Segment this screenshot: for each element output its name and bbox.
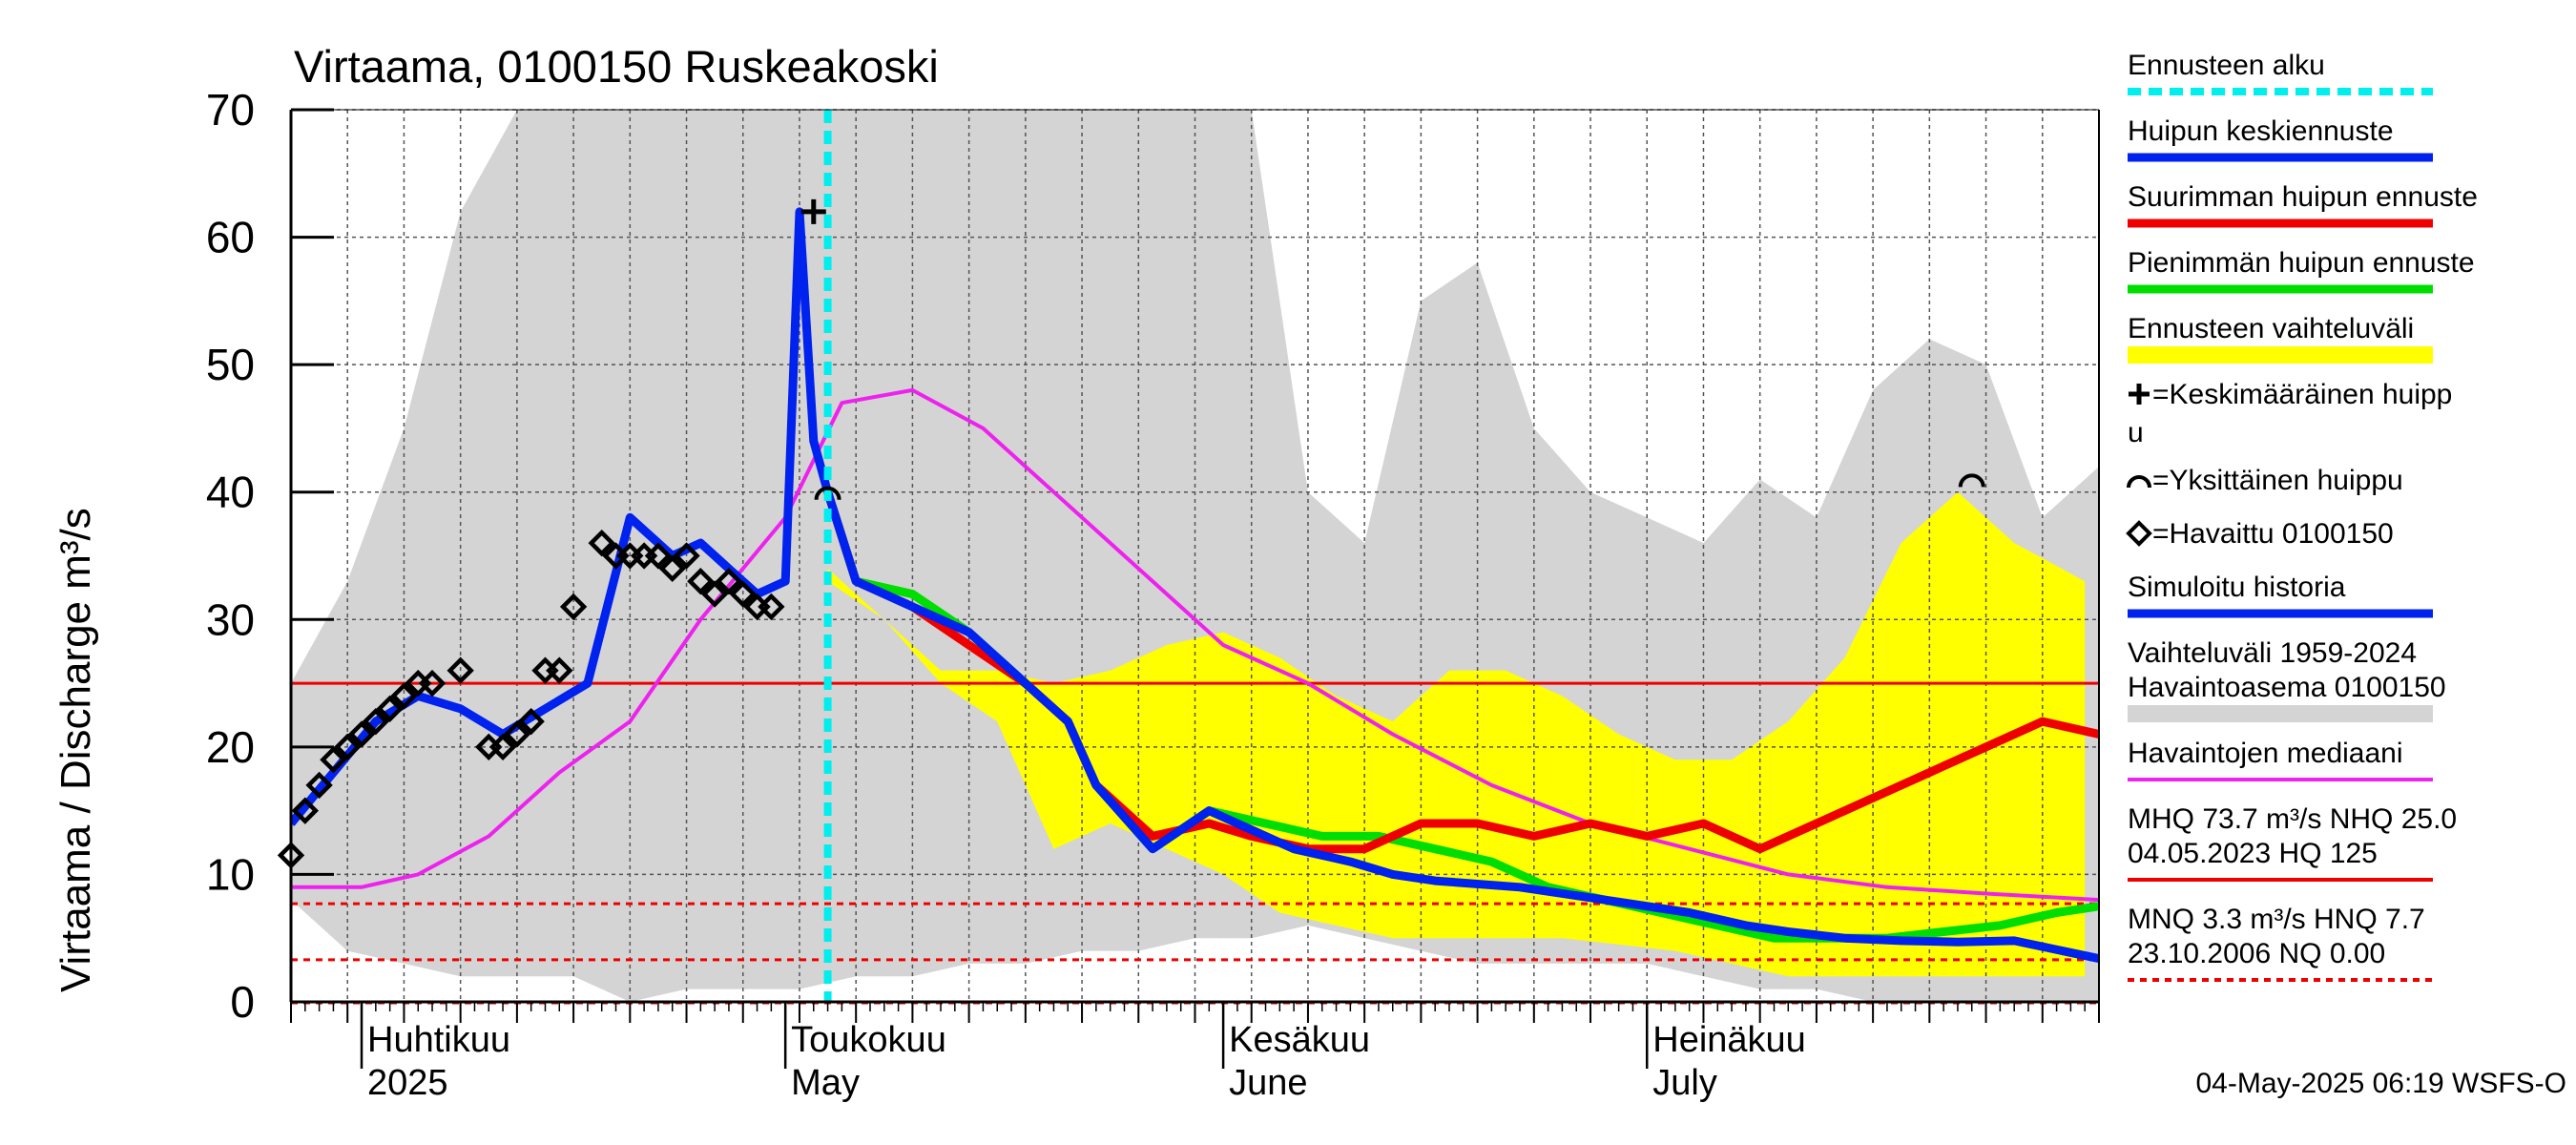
legend-label: MNQ 3.3 m³/s HNQ 7.7 <box>2128 904 2425 935</box>
legend: Ennusteen alku Huipun keskiennuste Suurimm… <box>2126 50 2478 982</box>
month-label-en: June <box>1229 1063 1307 1103</box>
observed-point <box>700 580 729 608</box>
observed-point <box>559 593 588 621</box>
legend-label: MHQ 73.7 m³/s NHQ 25.0 <box>2128 803 2457 835</box>
legend-label: =Havaittu 0100150 <box>2152 518 2394 550</box>
observed-point <box>517 707 545 736</box>
observed-point <box>503 720 531 748</box>
month-label-en: May <box>791 1063 860 1103</box>
observed-point <box>546 656 573 684</box>
legend-arc-icon <box>2127 475 2151 489</box>
month-label-en: 2025 <box>367 1063 448 1103</box>
legend-plus-icon <box>2129 384 2150 405</box>
observed-point <box>644 542 673 570</box>
observed-point <box>376 695 404 722</box>
y-tick-label: 70 <box>206 85 255 135</box>
observed-point <box>687 568 715 595</box>
legend-label-line2: Havaintoasema 0100150 <box>2128 672 2446 703</box>
legend-label: Huipun keskiennuste <box>2128 115 2394 147</box>
observed-point <box>305 771 333 800</box>
legend-label: Ennusteen vaihteluväli <box>2128 313 2414 344</box>
mean-peak-marker <box>800 198 826 224</box>
observed-point <box>588 529 615 557</box>
single-peak-marker <box>1958 473 1985 488</box>
chart-title: Virtaama, 0100150 Ruskeakoski <box>294 41 939 92</box>
y-tick-label: 30 <box>206 594 255 644</box>
observed-point <box>334 733 362 761</box>
legend-label: Pienimmän huipun ennuste <box>2128 247 2475 279</box>
month-label-fi: Heinäkuu <box>1652 1020 1806 1060</box>
month-label-fi: Huhtikuu <box>367 1020 510 1060</box>
y-tick-label: 40 <box>206 468 255 517</box>
observed-point <box>362 707 390 736</box>
legend-diamond-icon <box>2126 520 2152 547</box>
month-label-fi: Kesäkuu <box>1229 1020 1370 1060</box>
forecast-range-band <box>827 491 2086 977</box>
legend-label: Havaintojen mediaani <box>2128 738 2403 769</box>
y-tick-label: 10 <box>206 849 255 899</box>
month-label-fi: Toukokuu <box>791 1020 946 1060</box>
timestamp-footer: 04-May-2025 06:19 WSFS-O <box>2196 1068 2567 1099</box>
legend-label: Ennusteen alku <box>2128 50 2325 81</box>
legend-band-swatch <box>2128 346 2433 364</box>
observed-point <box>758 593 785 621</box>
legend-label: Suurimman huipun ennuste <box>2128 181 2478 213</box>
single-peak-marker <box>814 486 841 500</box>
observed-point <box>291 797 319 824</box>
legend-label: Vaihteluväli 1959-2024 <box>2128 637 2417 669</box>
month-label-en: July <box>1652 1063 1717 1103</box>
y-tick-label: 50 <box>206 340 255 389</box>
legend-label: =Yksittäinen huippu <box>2152 465 2403 496</box>
observed-point <box>673 542 700 570</box>
legend-label: Simuloitu historia <box>2128 572 2346 603</box>
legend-band-swatch <box>2128 705 2433 722</box>
median-line <box>291 387 2099 903</box>
legend-label-line2: 23.10.2006 NQ 0.00 <box>2128 938 2385 969</box>
legend-label-line2: u <box>2128 417 2144 448</box>
y-tick-label: 20 <box>206 722 255 772</box>
observed-point <box>418 669 447 697</box>
observed-point <box>447 656 474 684</box>
observed-point <box>729 580 757 608</box>
observed-point <box>715 568 743 595</box>
observed-point <box>347 720 376 748</box>
y-axis-label: Virtaama / Discharge m³/s <box>52 508 99 992</box>
observed-point <box>390 682 418 710</box>
legend-label-line2: 04.05.2023 HQ 125 <box>2128 838 2378 869</box>
y-tick-label: 60 <box>206 213 255 262</box>
observed-point <box>488 733 517 761</box>
mean-peak-forecast-line <box>823 490 2099 964</box>
y-tick-label: 0 <box>230 977 255 1027</box>
observed-point <box>658 554 686 583</box>
observed-point <box>320 746 347 774</box>
legend-label: =Keskimääräinen huipp <box>2152 379 2452 410</box>
